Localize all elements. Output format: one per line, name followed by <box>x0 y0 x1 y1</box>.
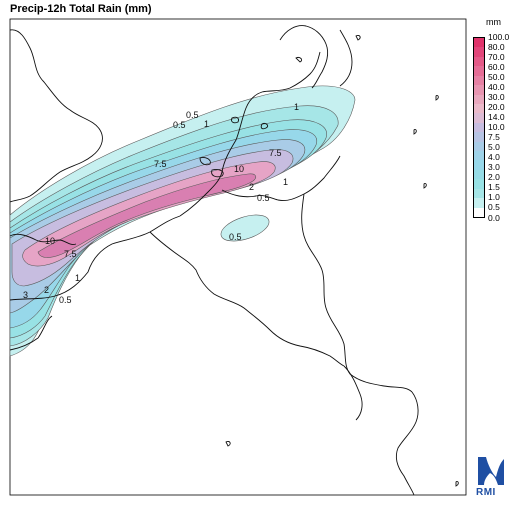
legend-tick-label: 0.5 <box>488 202 500 213</box>
contour-label: 1 <box>204 119 209 129</box>
legend-swatch <box>474 103 484 114</box>
legend-swatch <box>474 188 484 199</box>
legend-swatch <box>474 113 484 124</box>
contour-label: 0.5 <box>257 193 270 203</box>
contour-label: 10 <box>45 236 55 246</box>
legend-tick-label: 50.0 <box>488 71 505 82</box>
contour-label: 1 <box>283 177 288 187</box>
contour-label: 2 <box>249 182 254 192</box>
legend-swatch <box>474 141 484 152</box>
contour-label: 7.5 <box>64 249 77 259</box>
legend-swatch <box>474 47 484 58</box>
map-frame <box>9 18 467 496</box>
band-14 <box>37 173 257 258</box>
contour-label: 0.5 <box>186 110 199 120</box>
legend-swatch <box>474 56 484 67</box>
legend-swatch <box>474 198 484 209</box>
contour-label: 7.5 <box>154 159 167 169</box>
legend-tick-label: 1.0 <box>488 192 500 203</box>
legend-swatch <box>474 151 484 161</box>
legend-colorbar <box>473 37 485 218</box>
legend-swatch <box>474 38 484 48</box>
band-0-5-island <box>220 214 270 242</box>
map-title: Precip-12h Total Rain (mm) <box>10 3 152 15</box>
legend-swatch <box>474 179 484 190</box>
legend-tick-label: 5.0 <box>488 142 500 153</box>
legend-swatch <box>474 85 484 95</box>
legend-swatch <box>474 66 484 77</box>
contour-label: 2 <box>44 285 49 295</box>
legend-swatch <box>474 160 484 171</box>
legend-tick-label: 60.0 <box>488 61 505 72</box>
legend-tick-label: 0.0 <box>488 212 500 223</box>
legend-swatch <box>474 169 484 180</box>
legend-swatch <box>474 75 484 86</box>
contour-label: 0.5 <box>59 295 72 305</box>
contour-label: 3 <box>23 290 28 300</box>
legend-tick-label: 100.0 <box>488 31 510 42</box>
legend-swatch <box>474 207 484 218</box>
contour-label: 1 <box>294 102 299 112</box>
legend-tick-label: 70.0 <box>488 51 505 62</box>
legend-unit: mm <box>486 17 501 27</box>
contour-label: 10 <box>234 164 244 174</box>
legend-tick-label: 2.0 <box>488 172 500 183</box>
legend-tick-label: 3.0 <box>488 162 500 173</box>
legend-tick-label: 7.5 <box>488 132 500 143</box>
contour-label: 1 <box>75 273 80 283</box>
legend-swatch <box>474 94 484 105</box>
legend-tick-label: 4.0 <box>488 152 500 163</box>
contour-label: 7.5 <box>269 148 282 158</box>
legend-tick-label: 20.0 <box>488 101 505 112</box>
contour-labels: 0.5 1 7.5 7.5 10 10 7.5 2 1 0.5 0.5 3 2 … <box>23 102 299 305</box>
rmi-logo-icon <box>478 457 504 485</box>
legend-tick-label: 14.0 <box>488 111 505 122</box>
precip-bands <box>9 85 356 357</box>
logo-text: RMI <box>476 487 496 498</box>
coastlines-borders <box>9 25 459 496</box>
legend-tick-label: 80.0 <box>488 41 505 52</box>
legend-swatch <box>474 132 484 143</box>
contour-label: 0.5 <box>173 120 186 130</box>
legend-tick-label: 1.5 <box>488 182 500 193</box>
legend-swatch <box>474 122 484 133</box>
legend-tick-label: 30.0 <box>488 91 505 102</box>
contour-label: 0.5 <box>229 232 242 242</box>
legend-tick-label: 10.0 <box>488 122 505 132</box>
legend-tick-label: 40.0 <box>488 81 505 92</box>
